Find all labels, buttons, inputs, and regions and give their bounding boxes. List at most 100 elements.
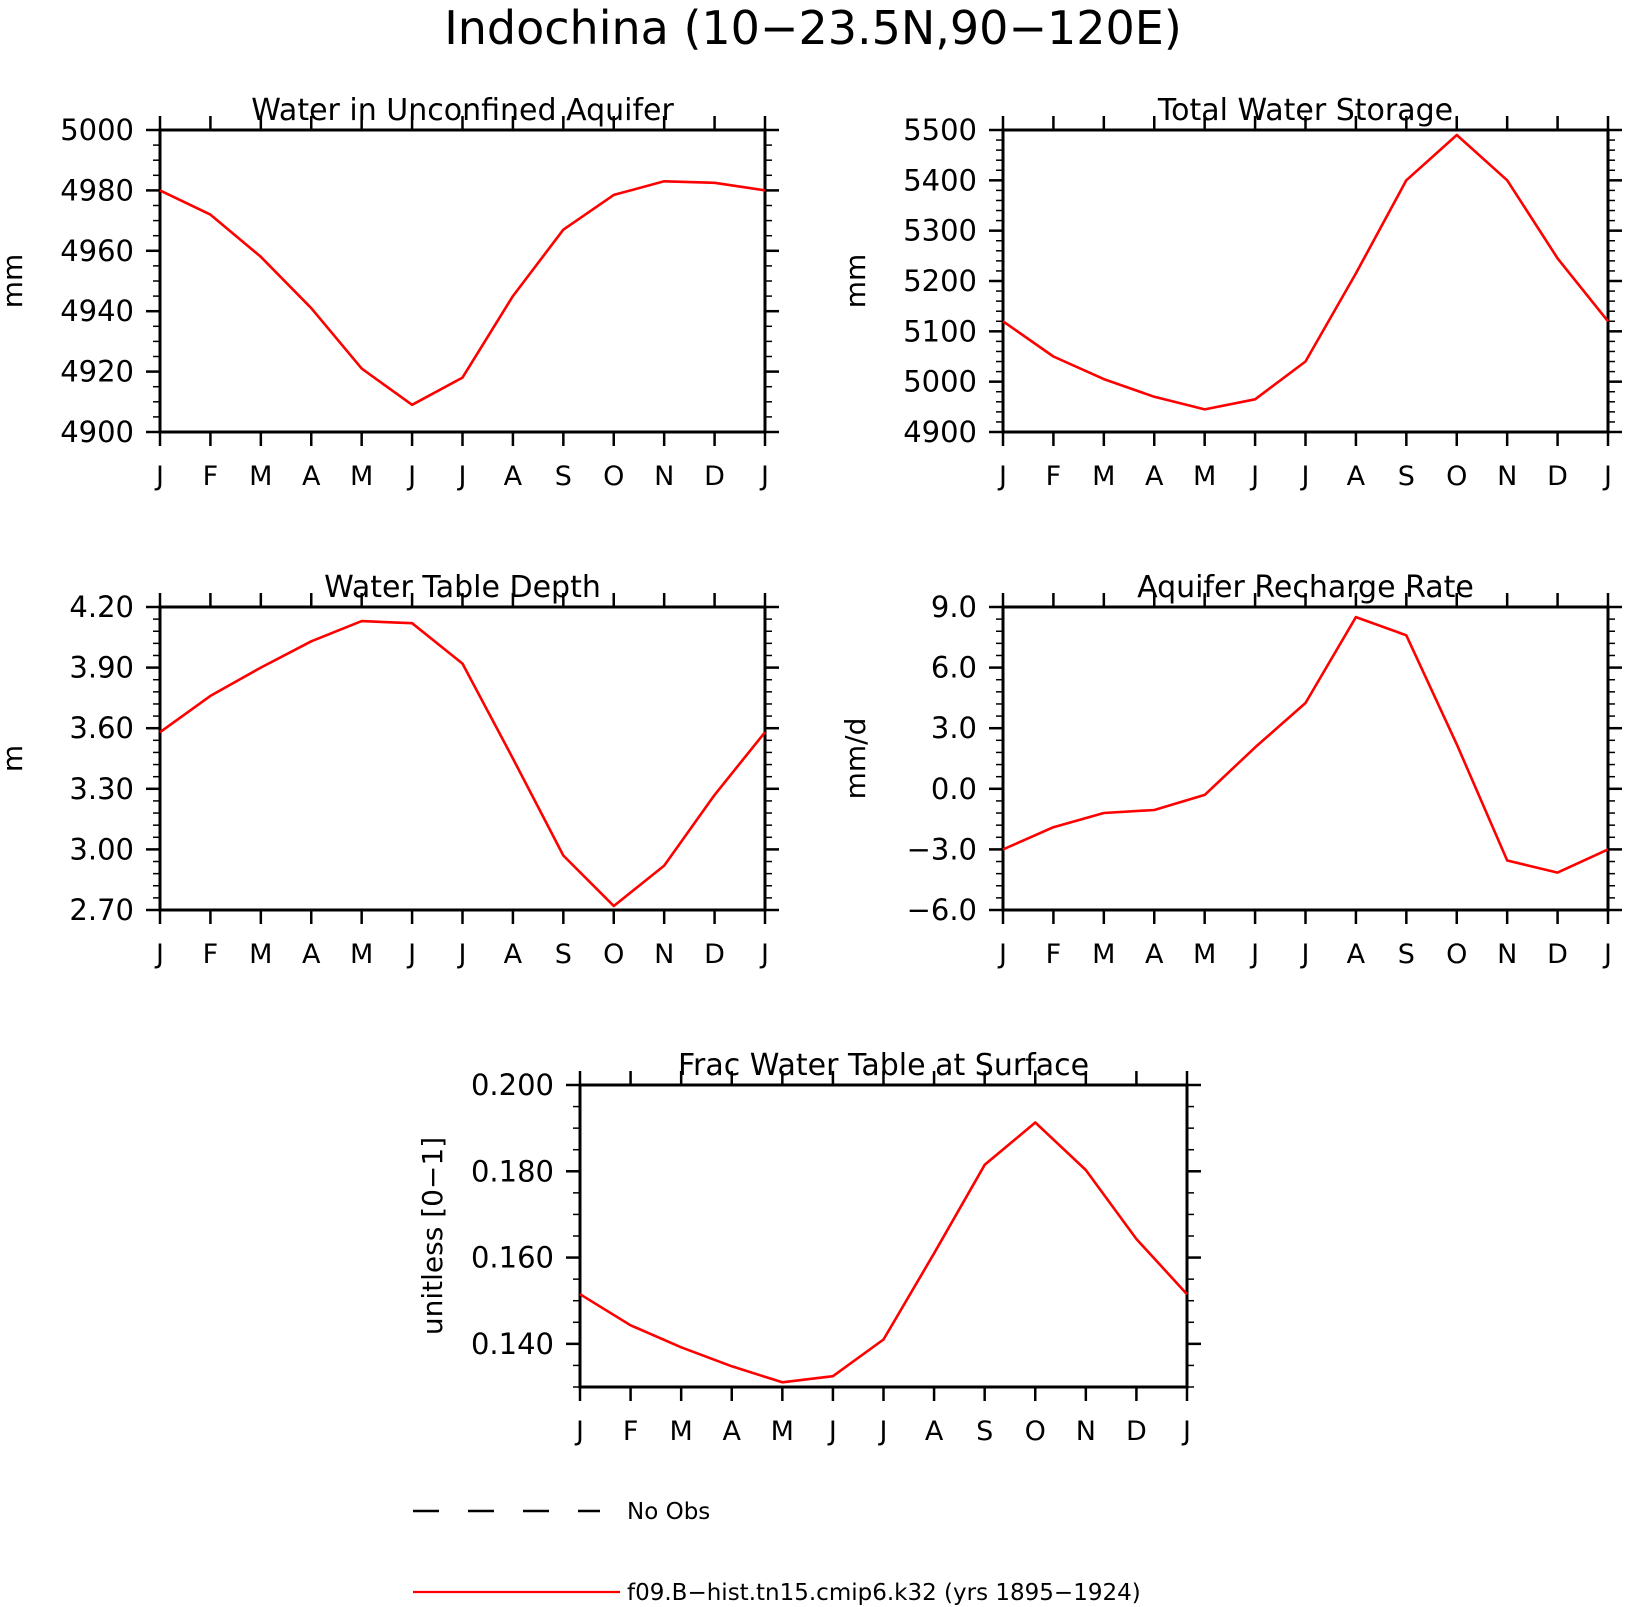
- y-tick-label: 0.160: [471, 1241, 554, 1275]
- x-tick-label: J: [759, 461, 769, 492]
- x-tick-label: J: [827, 1416, 837, 1447]
- x-tick-label: M: [1092, 939, 1115, 970]
- x-tick-label: O: [603, 461, 624, 492]
- y-tick-label: 4900: [903, 415, 977, 449]
- y-tick-label: 0.0: [931, 772, 977, 806]
- plot-frame: [1001, 128, 1610, 434]
- y-tick-label: 5000: [903, 365, 977, 399]
- x-tick-label: M: [249, 939, 272, 970]
- plot-frame: [158, 605, 767, 912]
- x-tick-label: D: [1547, 461, 1568, 492]
- x-tick-label: J: [878, 1416, 888, 1447]
- x-tick-label: S: [1398, 939, 1415, 970]
- y-tick-label: 4980: [60, 173, 134, 207]
- figure-title: Indochina (10−23.5N,90−120E): [444, 1, 1182, 55]
- x-tick-label: J: [406, 939, 416, 970]
- y-tick-label: 3.0: [931, 711, 977, 745]
- series-line: [579, 1121, 1188, 1384]
- x-tick-label: J: [1181, 1416, 1191, 1447]
- y-tick-label: −6.0: [907, 893, 977, 927]
- x-tick-label: J: [1249, 939, 1259, 970]
- y-axis-label: mm/d: [839, 718, 872, 800]
- y-tick-label: 3.90: [69, 651, 134, 685]
- x-tick-label: O: [1446, 461, 1467, 492]
- series-line: [1002, 133, 1610, 411]
- series-line: [159, 619, 767, 908]
- x-tick-label: O: [1446, 939, 1467, 970]
- x-tick-label: F: [1046, 461, 1062, 492]
- x-tick-label: A: [1145, 939, 1164, 970]
- x-tick-label: M: [350, 939, 373, 970]
- y-tick-label: 5100: [903, 314, 977, 348]
- x-tick-label: F: [203, 461, 219, 492]
- y-tick-label: 9.0: [931, 590, 977, 624]
- y-tick-label: 4940: [60, 294, 134, 328]
- x-tick-label: A: [925, 1416, 944, 1447]
- x-tick-label: J: [997, 939, 1007, 970]
- y-tick-label: 0.140: [471, 1327, 554, 1361]
- y-tick-label: 3.00: [69, 832, 134, 866]
- y-tick-label: 3.30: [69, 772, 134, 806]
- x-tick-label: M: [1092, 461, 1115, 492]
- x-tick-label: N: [654, 939, 674, 970]
- y-tick-label: 2.70: [69, 893, 134, 927]
- x-tick-label: J: [1249, 461, 1259, 492]
- x-tick-label: J: [997, 461, 1007, 492]
- x-tick-label: J: [406, 461, 416, 492]
- x-tick-label: J: [154, 461, 164, 492]
- x-tick-label: N: [1497, 939, 1517, 970]
- x-tick-label: S: [1398, 461, 1415, 492]
- x-tick-label: A: [1145, 461, 1164, 492]
- x-tick-label: D: [1126, 1416, 1147, 1447]
- y-tick-label: 0.180: [471, 1154, 554, 1188]
- y-tick-label: 4.20: [69, 590, 134, 624]
- y-tick-label: 5000: [60, 113, 134, 147]
- y-tick-label: 4920: [60, 355, 134, 389]
- x-tick-label: J: [574, 1416, 584, 1447]
- x-tick-label: J: [759, 939, 769, 970]
- x-tick-label: F: [623, 1416, 639, 1447]
- x-tick-label: O: [603, 939, 624, 970]
- y-tick-label: 4960: [60, 234, 134, 268]
- x-tick-label: J: [154, 939, 164, 970]
- x-tick-label: A: [504, 461, 523, 492]
- y-tick-label: 5200: [903, 264, 977, 298]
- x-tick-label: M: [771, 1416, 794, 1447]
- x-tick-label: J: [457, 461, 467, 492]
- x-tick-label: N: [654, 461, 674, 492]
- x-tick-label: A: [1347, 461, 1366, 492]
- series-line: [159, 180, 766, 407]
- x-tick-label: J: [457, 939, 467, 970]
- x-tick-label: M: [1193, 939, 1216, 970]
- x-tick-label: M: [670, 1416, 693, 1447]
- x-tick-label: F: [203, 939, 219, 970]
- y-tick-label: 6.0: [931, 651, 977, 685]
- y-tick-label: 0.200: [471, 1068, 554, 1102]
- y-tick-label: 3.60: [69, 711, 134, 745]
- y-tick-label: 4900: [60, 415, 134, 449]
- x-tick-label: N: [1076, 1416, 1096, 1447]
- x-tick-label: M: [249, 461, 272, 492]
- x-tick-label: S: [555, 939, 572, 970]
- x-tick-label: M: [350, 461, 373, 492]
- x-tick-label: D: [704, 939, 725, 970]
- x-tick-label: A: [1347, 939, 1366, 970]
- x-tick-label: A: [302, 461, 321, 492]
- x-tick-label: J: [1602, 461, 1612, 492]
- x-tick-label: F: [1046, 939, 1062, 970]
- y-tick-label: −3.0: [907, 832, 977, 866]
- plot-frame: [1001, 605, 1610, 912]
- x-tick-label: S: [976, 1416, 993, 1447]
- x-tick-label: A: [302, 939, 321, 970]
- x-tick-label: D: [1547, 939, 1568, 970]
- series-line: [1002, 615, 1609, 874]
- panel-water-table-depth: Water Table DepthmJFMAMJJASONDJ2.703.003…: [0, 570, 779, 970]
- y-axis-label: unitless [0−1]: [416, 1137, 449, 1335]
- x-tick-label: J: [1300, 461, 1310, 492]
- x-tick-label: D: [704, 461, 725, 492]
- x-tick-label: N: [1497, 461, 1517, 492]
